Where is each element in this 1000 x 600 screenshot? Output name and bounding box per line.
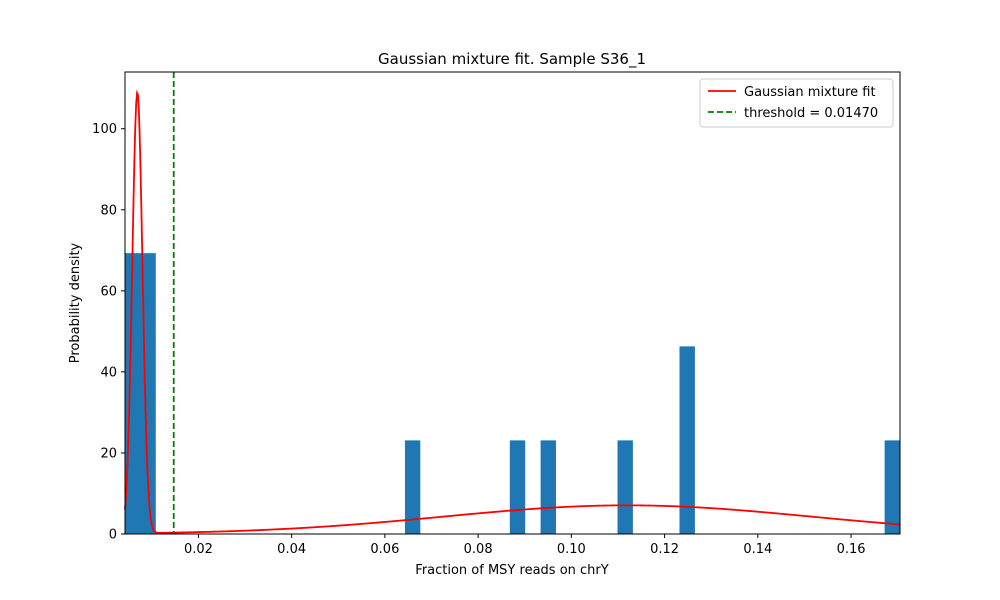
legend-label-threshold: threshold = 0.01470 bbox=[744, 106, 878, 121]
x-axis-ticks: 0.02 0.04 0.06 0.08 0.10 0.12 0.14 0.16 bbox=[184, 534, 866, 557]
histogram-bar-1 bbox=[404, 440, 421, 534]
histogram-bar-4 bbox=[617, 440, 633, 534]
chart-title: Gaussian mixture fit. Sample S36_1 bbox=[378, 50, 646, 69]
y-tick-label-2: 40 bbox=[100, 365, 117, 380]
y-tick-label-0: 0 bbox=[109, 528, 117, 543]
x-tick-label-6: 0.14 bbox=[743, 542, 772, 557]
x-tick-label-0: 0.02 bbox=[184, 542, 213, 557]
y-tick-label-3: 60 bbox=[100, 284, 117, 299]
legend-box bbox=[699, 78, 894, 128]
x-tick-label-5: 0.12 bbox=[650, 542, 679, 557]
x-tick-label-2: 0.06 bbox=[370, 542, 399, 557]
legend-label-fit: Gaussian mixture fit bbox=[744, 85, 876, 100]
x-tick-label-3: 0.08 bbox=[464, 542, 493, 557]
x-axis-label: Fraction of MSY reads on chrY bbox=[415, 563, 608, 578]
x-tick-label-7: 0.16 bbox=[837, 542, 866, 557]
histogram-bar-3 bbox=[540, 440, 556, 534]
y-axis-ticks: 0 20 40 60 80 100 bbox=[92, 122, 125, 543]
series-lines bbox=[124, 72, 901, 534]
histogram-bar-5 bbox=[679, 346, 695, 534]
series-line-gaussian-fit bbox=[124, 89, 901, 534]
histogram-bar-6 bbox=[884, 440, 900, 534]
y-tick-label-1: 20 bbox=[100, 446, 117, 461]
plot-frame bbox=[124, 71, 901, 535]
x-tick-label-4: 0.10 bbox=[557, 542, 586, 557]
histogram-bar-2 bbox=[509, 440, 526, 534]
legend: Gaussian mixture fit threshold = 0.01470 bbox=[699, 78, 894, 128]
y-axis-label: Probability density bbox=[68, 242, 83, 363]
y-tick-label-4: 80 bbox=[100, 203, 117, 218]
y-tick-label-5: 100 bbox=[92, 122, 117, 137]
histogram-bars bbox=[125, 253, 900, 534]
x-tick-label-1: 0.04 bbox=[277, 542, 306, 557]
